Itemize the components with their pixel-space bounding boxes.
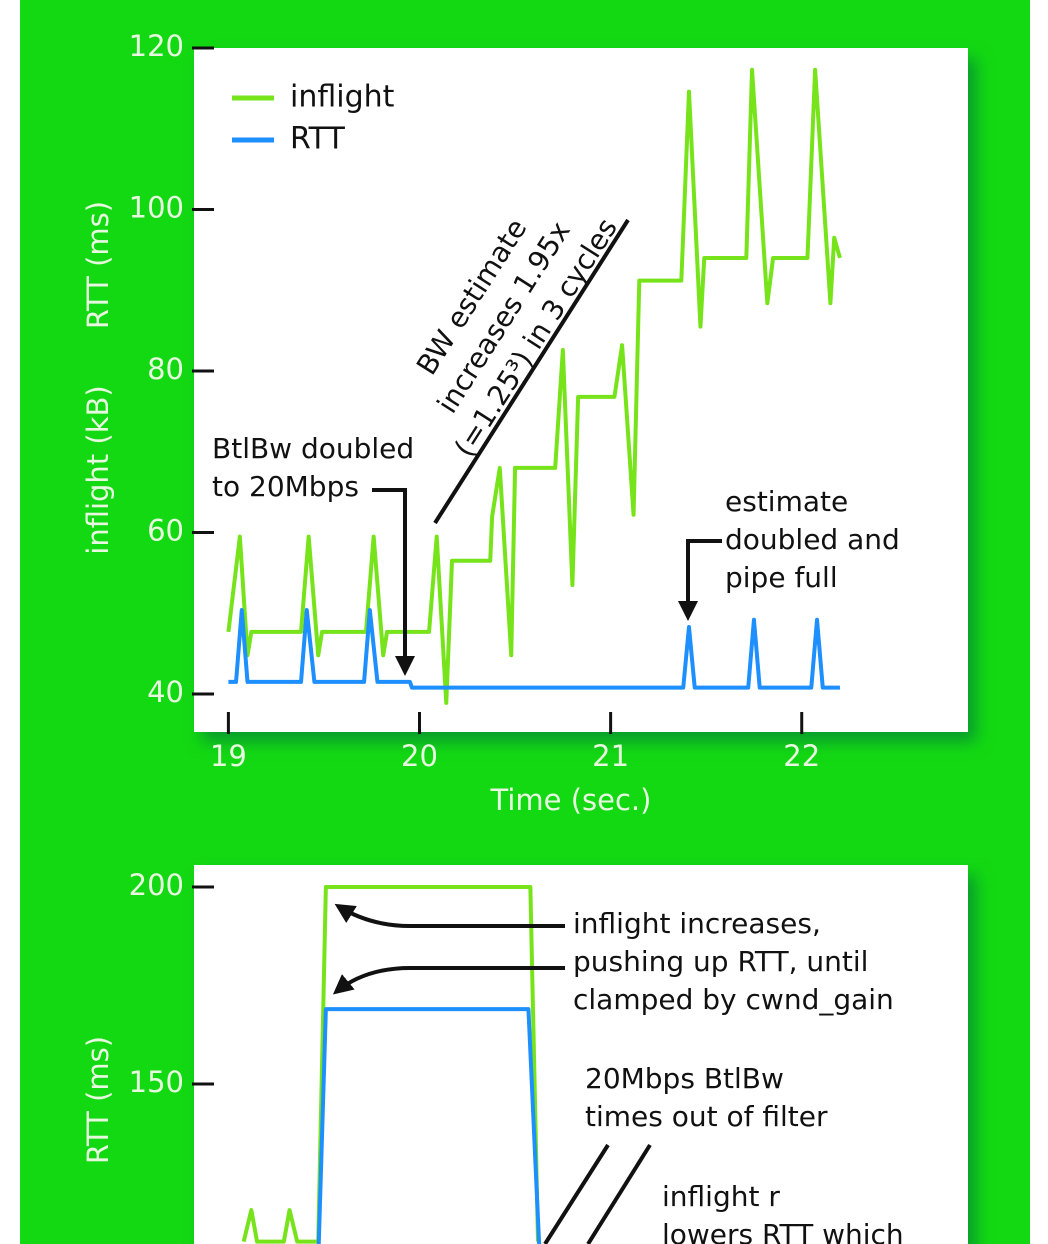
annotation-lines [332, 218, 722, 1244]
annotation-text: to 20Mbps [212, 470, 359, 503]
y-tick-label: 60 [147, 514, 184, 548]
x-tick-label: 22 [783, 739, 820, 773]
annotation-line [586, 1143, 652, 1244]
y-tick-label: 40 [147, 675, 184, 709]
plot-area: 150 200 RTT (ms) [81, 868, 542, 1244]
annotation-text: doubled and [725, 523, 900, 556]
series-group [226, 67, 842, 705]
y-axis-title: RTT (ms) [81, 201, 115, 329]
annotation-text: clamped by cwnd_gain [573, 983, 894, 1016]
annotation-text: inflight r [662, 1180, 780, 1213]
y-axis-title: RTT (ms) [81, 1036, 115, 1164]
annotation: inflight increases, pushing up RTT, until… [573, 907, 894, 1016]
annotation-arrow [332, 966, 565, 995]
annotation: estimate doubled and pipe full [725, 485, 900, 594]
y-axis-title: inflight (kB) [81, 385, 115, 554]
annotation-text: times out of filter [585, 1100, 828, 1133]
data-line [241, 885, 540, 1244]
annotation: 20Mbps BtlBw times out of filter [585, 1062, 828, 1133]
plot-panel [194, 48, 968, 732]
annotation-text: 20Mbps BtlBw [585, 1062, 784, 1095]
data-line [228, 608, 840, 690]
x-tick-label: 20 [401, 739, 438, 773]
annotation-text: inflight increases, [573, 907, 821, 940]
annotation-text: pushing up RTT, until [573, 945, 868, 978]
x-tick-label: 19 [210, 739, 247, 773]
plot-area: 40 60 80 100 120 19 20 21 22 Time (sec.) inflight … [81, 29, 842, 817]
x-tick-label: 21 [592, 739, 629, 773]
annotation-text: lowers RTT which [662, 1218, 904, 1244]
series-group [241, 885, 542, 1244]
annotation: BtlBw doubled to 20Mbps [212, 432, 414, 503]
annotation-line [433, 218, 630, 525]
annotation-line [543, 1143, 610, 1244]
annotation-arrow [334, 903, 565, 928]
legend-label: inflight [290, 80, 395, 115]
data-line [226, 67, 842, 705]
annotation-arrow [678, 539, 722, 621]
legend-label: RTT [290, 122, 345, 157]
annotation-text: BtlBw doubled [212, 432, 414, 465]
x-axis-title: Time (sec.) [490, 783, 652, 817]
y-tick-label: 200 [129, 868, 184, 902]
annotation-text: estimate [725, 485, 848, 518]
data-line [316, 1007, 542, 1244]
y-tick-label: 80 [147, 352, 184, 386]
annotation: inflight r lowers RTT which [662, 1180, 904, 1244]
annotation-arrow [372, 488, 415, 676]
y-tick-label: 100 [129, 191, 184, 225]
annotation-text: pipe full [725, 561, 838, 594]
y-tick-label: 150 [129, 1065, 184, 1099]
y-tick-label: 120 [129, 29, 184, 63]
